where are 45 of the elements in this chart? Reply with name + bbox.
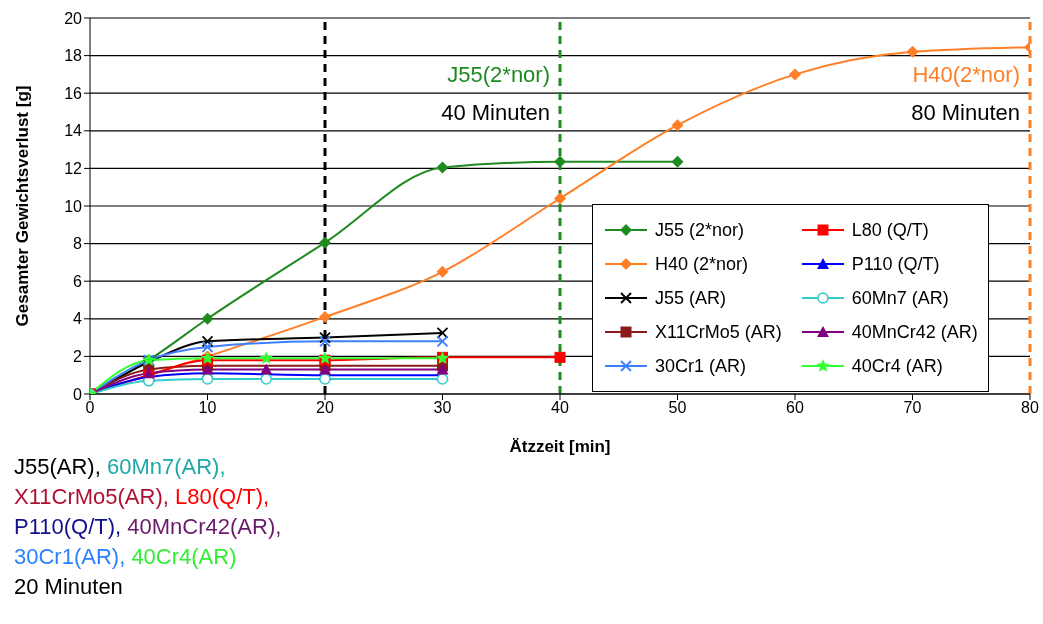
text: 30Cr1(AR),: [14, 544, 126, 569]
text: 60Mn7(AR),: [105, 454, 226, 479]
text: 40MnCr42(AR),: [126, 514, 282, 539]
y-tick-label: 16: [64, 84, 83, 102]
text: X11CrMo5(AR),: [14, 484, 169, 509]
text: 40Cr4(AR): [130, 544, 237, 569]
annotation: 80 Minuten: [911, 100, 1020, 125]
legend-label: X11CrMo5 (AR): [655, 321, 782, 343]
legend-label: J55 (2*nor): [655, 219, 745, 241]
annotation: 40 Minuten: [441, 100, 550, 125]
legend-label: L80 (Q/T): [851, 219, 929, 241]
legend-label: 40Cr4 (AR): [851, 355, 943, 377]
x-tick-label: 50: [668, 399, 687, 417]
x-tick-label: 0: [85, 399, 95, 417]
text: 20 Minuten: [14, 574, 123, 599]
y-tick-label: 12: [64, 160, 83, 178]
text: P110(Q/T),: [14, 514, 122, 539]
text: J55(AR),: [14, 454, 101, 479]
x-tick-label: 20: [316, 399, 334, 417]
y-tick-label: 14: [64, 122, 83, 140]
ref-line-label: H40(2*nor): [912, 62, 1020, 87]
x-tick-label: 30: [433, 399, 452, 417]
x-tick-label: 80: [1021, 399, 1039, 417]
legend-label: H40 (2*nor): [655, 253, 749, 275]
legend-label: 60Mn7 (AR): [851, 287, 949, 309]
x-tick-label: 60: [786, 399, 804, 417]
legend-label: 30Cr1 (AR): [655, 355, 747, 377]
x-axis-title: Ätzzeit [min]: [509, 437, 611, 456]
y-tick-label: 6: [73, 272, 83, 290]
text: L80(Q/T),: [174, 484, 270, 509]
ref-line-label: J55(2*nor): [447, 62, 550, 87]
y-tick-label: 0: [73, 385, 83, 403]
x-tick-label: 10: [198, 399, 217, 417]
y-tick-label: 18: [64, 47, 83, 65]
y-tick-label: 10: [64, 197, 83, 215]
y-tick-label: 8: [73, 235, 83, 253]
y-tick-label: 4: [73, 310, 83, 328]
y-axis-title: Gesamter Gewichtsverlust [g]: [13, 85, 33, 327]
x-tick-label: 70: [903, 399, 922, 417]
legend-label: P110 (Q/T): [851, 253, 940, 275]
x-tick-label: 40: [551, 399, 569, 417]
y-tick-label: 2: [73, 348, 83, 366]
legend-label: 40MnCr42 (AR): [851, 321, 978, 343]
legend-label: J55 (AR): [655, 287, 727, 309]
y-tick-label: 20: [64, 9, 83, 27]
